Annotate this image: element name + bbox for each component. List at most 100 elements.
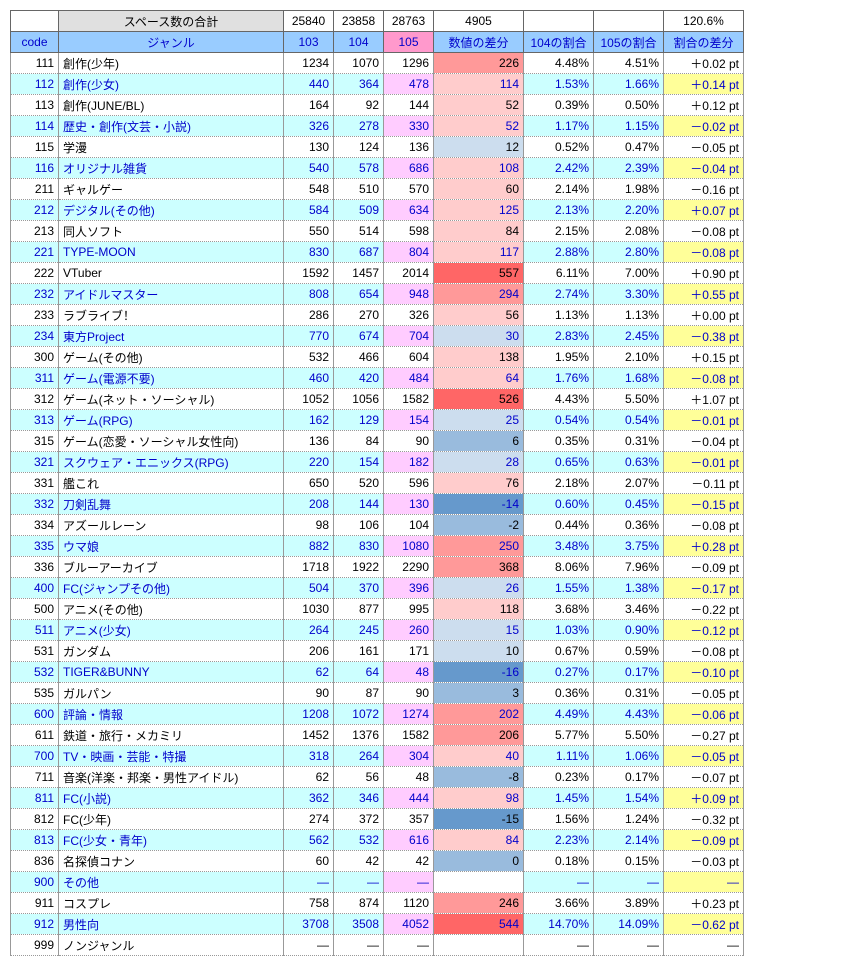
cell-genre: アズールレーン — [59, 515, 284, 536]
table-row: 232アイドルマスター8086549482942.74%3.30%＋0.55 p… — [11, 284, 744, 305]
cell-c104: 466 — [334, 347, 384, 368]
cell-ratio104: 8.06% — [524, 557, 594, 578]
cell-ratio105: 3.89% — [594, 893, 664, 914]
cell-c104: 1922 — [334, 557, 384, 578]
cell-c105: 182 — [384, 452, 434, 473]
cell-c104: — — [334, 872, 384, 893]
cell-c105: 396 — [384, 578, 434, 599]
cell-genre: 学漫 — [59, 137, 284, 158]
cell-diffnum: 26 — [434, 578, 524, 599]
cell-c105: 171 — [384, 641, 434, 662]
cell-c105: 326 — [384, 305, 434, 326]
summary-c103: 25840 — [284, 11, 334, 32]
cell-c103: 62 — [284, 662, 334, 683]
cell-c103: 562 — [284, 830, 334, 851]
cell-code: 812 — [11, 809, 59, 830]
cell-diffratio: ＋0.12 pt — [664, 95, 744, 116]
table-row: 113創作(JUNE/BL)16492144520.39%0.50%＋0.12 … — [11, 95, 744, 116]
cell-c103: 90 — [284, 683, 334, 704]
cell-c104: 578 — [334, 158, 384, 179]
cell-diffratio: －0.08 pt — [664, 641, 744, 662]
cell-genre: スクウェア・エニックス(RPG) — [59, 452, 284, 473]
table-row: 912男性向37083508405254414.70%14.09%－0.62 p… — [11, 914, 744, 935]
cell-c105: — — [384, 872, 434, 893]
cell-c103: 164 — [284, 95, 334, 116]
cell-genre: FC(小説) — [59, 788, 284, 809]
cell-c103: 540 — [284, 158, 334, 179]
cell-ratio105: 4.51% — [594, 53, 664, 74]
cell-diffratio: －0.16 pt — [664, 179, 744, 200]
cell-c104: 1376 — [334, 725, 384, 746]
cell-diffnum: 12 — [434, 137, 524, 158]
cell-diffnum: 114 — [434, 74, 524, 95]
cell-diffnum: 117 — [434, 242, 524, 263]
cell-genre: ノンジャンル — [59, 935, 284, 956]
cell-ratio105: — — [594, 872, 664, 893]
cell-c104: 64 — [334, 662, 384, 683]
cell-diffratio: －0.04 pt — [664, 431, 744, 452]
cell-genre: TV・映画・芸能・特撮 — [59, 746, 284, 767]
header-diffnum: 数値の差分 — [434, 32, 524, 53]
summary-c105: 28763 — [384, 11, 434, 32]
cell-ratio104: — — [524, 935, 594, 956]
cell-diffnum: 98 — [434, 788, 524, 809]
cell-ratio104: 0.67% — [524, 641, 594, 662]
cell-diffratio: ＋0.00 pt — [664, 305, 744, 326]
cell-ratio105: 2.20% — [594, 200, 664, 221]
cell-c103: 1208 — [284, 704, 334, 725]
cell-code: 234 — [11, 326, 59, 347]
cell-diffratio: －0.02 pt — [664, 116, 744, 137]
cell-c104: 278 — [334, 116, 384, 137]
table-row: 332刀剣乱舞208144130-140.60%0.45%－0.15 pt — [11, 494, 744, 515]
cell-diffratio: －0.01 pt — [664, 410, 744, 431]
cell-c105: 104 — [384, 515, 434, 536]
cell-genre: 歴史・創作(文芸・小説) — [59, 116, 284, 137]
cell-code: 600 — [11, 704, 59, 725]
cell-genre: ゲーム(恋愛・ソーシャル女性向) — [59, 431, 284, 452]
cell-ratio104: 0.36% — [524, 683, 594, 704]
cell-ratio105: 2.08% — [594, 221, 664, 242]
cell-c104: 264 — [334, 746, 384, 767]
cell-diffnum: 52 — [434, 116, 524, 137]
cell-diffratio: －0.08 pt — [664, 242, 744, 263]
cell-code: 115 — [11, 137, 59, 158]
header-ratio104: 104の割合 — [524, 32, 594, 53]
cell-c105: 634 — [384, 200, 434, 221]
cell-c104: 520 — [334, 473, 384, 494]
cell-ratio104: 3.68% — [524, 599, 594, 620]
cell-diffratio: －0.15 pt — [664, 494, 744, 515]
header-code: code — [11, 32, 59, 53]
cell-ratio104: 0.18% — [524, 851, 594, 872]
cell-diffratio: ＋0.09 pt — [664, 788, 744, 809]
cell-ratio105: 0.54% — [594, 410, 664, 431]
cell-diffnum: 6 — [434, 431, 524, 452]
cell-diffnum: 10 — [434, 641, 524, 662]
cell-code: 311 — [11, 368, 59, 389]
cell-ratio104: 2.88% — [524, 242, 594, 263]
cell-c105: 478 — [384, 74, 434, 95]
table-row: 336ブルーアーカイブ1718192222903688.06%7.96%－0.0… — [11, 557, 744, 578]
cell-diffnum: 125 — [434, 200, 524, 221]
cell-c105: 598 — [384, 221, 434, 242]
cell-ratio104: 1.76% — [524, 368, 594, 389]
cell-ratio105: 14.09% — [594, 914, 664, 935]
cell-c103: 206 — [284, 641, 334, 662]
cell-code: 114 — [11, 116, 59, 137]
cell-c104: 1457 — [334, 263, 384, 284]
cell-ratio104: 1.56% — [524, 809, 594, 830]
cell-c105: 1274 — [384, 704, 434, 725]
cell-diffnum: 250 — [434, 536, 524, 557]
cell-diffnum: 3 — [434, 683, 524, 704]
cell-c105: 136 — [384, 137, 434, 158]
cell-genre: ブルーアーカイブ — [59, 557, 284, 578]
cell-genre: ゲーム(RPG) — [59, 410, 284, 431]
cell-diffratio: ＋0.15 pt — [664, 347, 744, 368]
cell-genre: コスプレ — [59, 893, 284, 914]
cell-ratio104: 0.60% — [524, 494, 594, 515]
cell-code: 112 — [11, 74, 59, 95]
cell-ratio105: 5.50% — [594, 389, 664, 410]
cell-diffnum: 526 — [434, 389, 524, 410]
cell-code: 532 — [11, 662, 59, 683]
cell-diffratio: －0.08 pt — [664, 515, 744, 536]
cell-code: 331 — [11, 473, 59, 494]
